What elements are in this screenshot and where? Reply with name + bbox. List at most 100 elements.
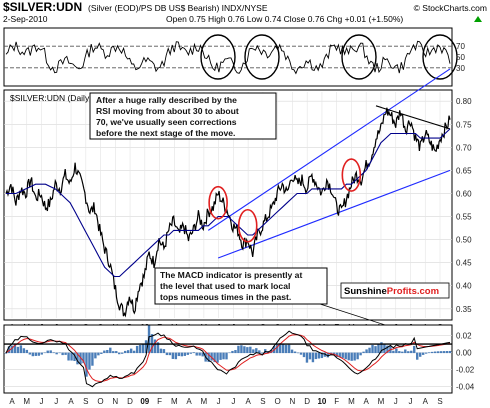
macd-histogram-bar <box>58 352 61 354</box>
month-label-bottom: J <box>54 397 58 406</box>
macd-histogram-bar <box>210 352 213 361</box>
macd-histogram-bar <box>192 352 195 354</box>
macd-histogram-bar <box>82 352 85 364</box>
rsi-note-line-1: After a huge rally described by the <box>96 95 237 105</box>
macd-histogram-bar <box>252 349 255 354</box>
macd-histogram-bar <box>40 352 43 355</box>
macd-histogram-bar <box>115 351 118 354</box>
macd-histogram-bar <box>141 344 145 354</box>
macd-histogram-bar <box>183 352 186 356</box>
macd-histogram-bar <box>225 352 228 360</box>
macd-histogram-bar <box>398 351 401 354</box>
macd-histogram-bar <box>320 352 324 359</box>
macd-histogram-bar <box>359 352 362 356</box>
rsi-note-line-2: RSI moving from about 30 to about <box>96 106 239 116</box>
macd-histogram-bar <box>19 345 23 354</box>
macd-histogram-bar <box>216 352 219 363</box>
macd-histogram-bar <box>237 345 240 354</box>
macd-histogram-bar <box>290 349 294 354</box>
price-y-tick-label: 0.45 <box>456 259 472 268</box>
month-label-bottom: 09 <box>140 397 149 406</box>
month-label-bottom: M <box>348 397 355 406</box>
rsi-y-tick-label: 30 <box>456 64 465 73</box>
macd-histogram-bar <box>344 352 347 360</box>
macd-histogram-bar <box>427 352 431 354</box>
macd-histogram-bar <box>255 348 258 354</box>
macd-histogram-bar <box>335 352 338 357</box>
macd-histogram-bar <box>28 352 32 355</box>
macd-histogram-bar <box>413 345 416 354</box>
month-label-bottom: J <box>40 397 44 406</box>
macd-histogram-bar <box>311 352 315 363</box>
credit-text: © StockCharts.com <box>414 3 487 13</box>
macd-histogram-bar <box>118 352 121 355</box>
rsi-panel: 70 50 30 <box>3 27 465 87</box>
macd-histogram-bar <box>22 348 26 354</box>
month-label-bottom: A <box>364 397 370 406</box>
macd-histogram-bar <box>73 352 76 362</box>
macd-histogram-bar <box>421 352 425 355</box>
macd-histogram-bar <box>195 352 198 356</box>
macd-histogram-bar <box>380 342 383 354</box>
macd-histogram-bar <box>76 352 79 365</box>
macd-histogram-bar <box>67 352 70 361</box>
macd-histogram-bar <box>132 350 136 354</box>
macd-histogram-bar <box>439 351 443 354</box>
macd-y-tick-label: -0.02 <box>456 366 475 375</box>
month-label-bottom: S <box>260 397 265 406</box>
logo-part-1: Sunshine <box>344 286 387 297</box>
macd-histogram-bar <box>246 347 249 354</box>
macd-histogram-bar <box>186 352 189 355</box>
rally-ellipse-2 <box>237 208 258 243</box>
macd-histogram-bar <box>138 344 142 354</box>
month-label-bottom: J <box>231 397 235 406</box>
logo-part-2: Profits.com <box>387 286 439 297</box>
month-label-bottom: J <box>394 397 398 406</box>
rsi-y-tick-label: 50 <box>456 53 465 62</box>
price-y-tick-label: 0.55 <box>456 213 472 222</box>
macd-histogram-bar <box>112 351 115 354</box>
macd-histogram-bar <box>94 352 97 359</box>
month-label-bottom: M <box>201 397 208 406</box>
macd-y-tick-label: -0.04 <box>456 383 475 392</box>
macd-histogram-bar <box>293 351 297 354</box>
channel-lower <box>217 169 451 259</box>
macd-histogram-bar <box>213 352 216 363</box>
macd-histogram-bar <box>258 350 261 354</box>
macd-histogram-bar <box>129 348 133 354</box>
macd-y-tick-label: 0.02 <box>456 332 472 341</box>
quote-text: Open 0.75 High 0.76 Low 0.74 Close 0.76 … <box>166 14 403 24</box>
macd-histogram-bar <box>278 343 282 354</box>
rsi-note-line-4: before the next stage of the move. <box>96 128 235 138</box>
macd-histogram-bar <box>341 352 344 358</box>
macd-histogram-bar <box>243 346 246 354</box>
macd-histogram-bar <box>234 350 237 354</box>
price-y-tick-label: 0.80 <box>456 97 472 106</box>
month-label-bottom: A <box>68 397 74 406</box>
macd-histogram-bar <box>165 352 169 356</box>
price-y-tick-label: 0.70 <box>456 143 472 152</box>
month-label-bottom: M <box>171 397 178 406</box>
rsi-highlight-circle <box>200 34 236 80</box>
macd-histogram-bar <box>317 352 321 359</box>
macd-histogram-bar <box>287 344 291 354</box>
macd-histogram-bar <box>353 352 356 361</box>
macd-note-box: The MACD indicator is presently at the l… <box>154 267 328 305</box>
macd-histogram-bar <box>368 347 371 354</box>
month-label-bottom: A <box>245 397 251 406</box>
macd-histogram-bar <box>433 351 437 354</box>
macd-histogram-bar <box>144 340 148 354</box>
macd-histogram-bar <box>171 352 175 359</box>
macd-histogram-bar <box>103 350 106 354</box>
svg-text:SunshineProfits.com: SunshineProfits.com <box>344 286 439 297</box>
month-label-bottom: O <box>275 397 281 406</box>
price-y-tick-label: 0.75 <box>456 120 472 129</box>
resistance-line <box>375 105 451 130</box>
price-series-line <box>5 107 451 318</box>
macd-histogram-bar <box>88 352 91 370</box>
macd-histogram-bar <box>374 346 377 354</box>
macd-histogram-bar <box>37 352 40 356</box>
macd-histogram-bar <box>97 352 100 356</box>
rsi-line <box>5 40 451 75</box>
